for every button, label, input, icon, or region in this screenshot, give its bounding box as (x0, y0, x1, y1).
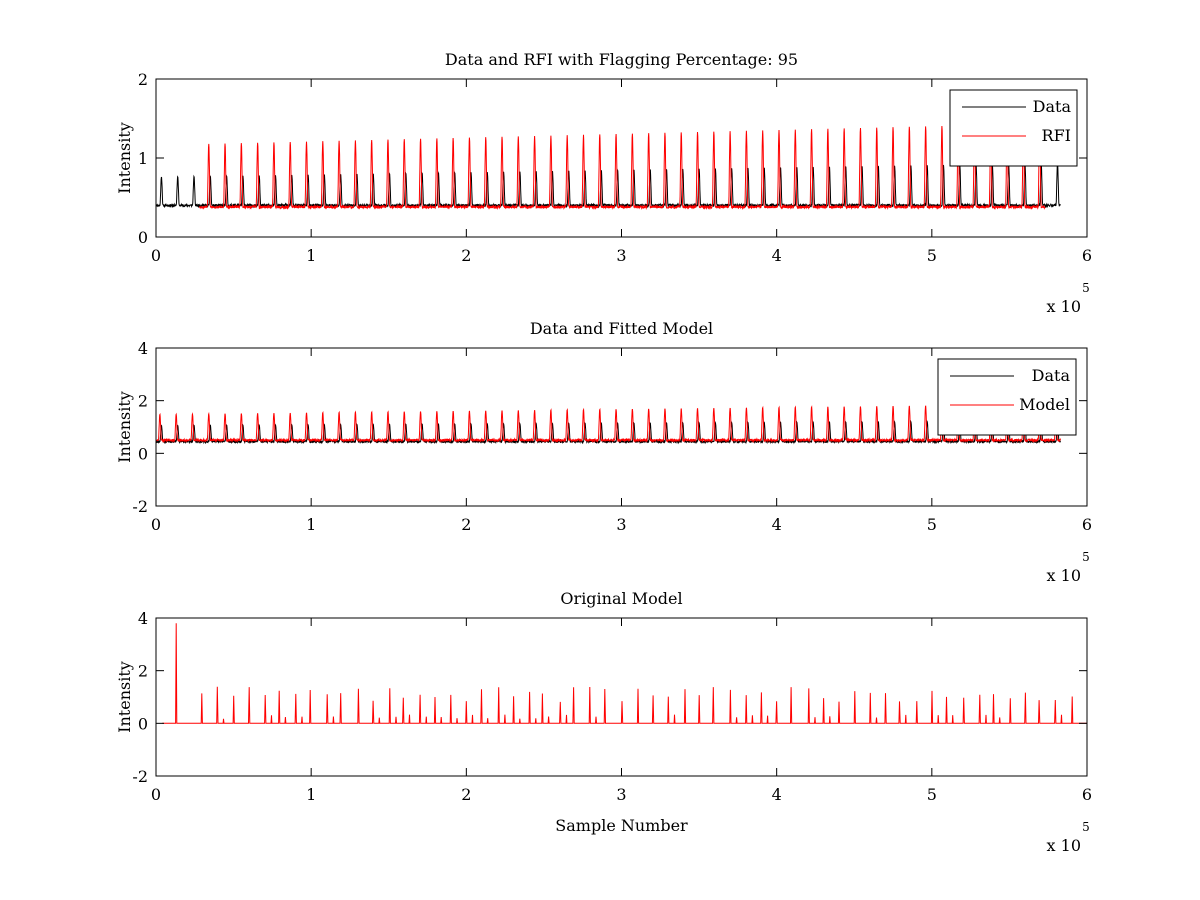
x-tick-label: 1 (306, 246, 316, 265)
y-tick-label: 4 (138, 609, 148, 628)
y-tick-label: 1 (138, 149, 148, 168)
legend-label: Data (1033, 97, 1072, 116)
series-line-rfi (198, 123, 1046, 211)
x-tick-label: 5 (927, 785, 937, 804)
y-tick-label: -2 (132, 497, 148, 516)
x-multiplier-exponent: 5 (1082, 820, 1090, 834)
x-multiplier-base: x 10 (1047, 297, 1081, 316)
y-tick-label: -2 (132, 767, 148, 786)
y-tick-label: 2 (138, 70, 148, 89)
x-multiplier-exponent: 5 (1082, 550, 1090, 564)
plot-area (156, 123, 1061, 211)
legend-box (949, 89, 1078, 167)
legend: Data RFI (949, 89, 1078, 167)
x-multiplier-exponent: 5 (1082, 281, 1090, 295)
y-tick-label: 2 (138, 392, 148, 411)
plot-area (156, 402, 1061, 445)
x-tick-label: 5 (927, 246, 937, 265)
x-tick-label: 5 (927, 515, 937, 534)
y-tick-label: 0 (138, 714, 148, 733)
x-tick-label: 0 (151, 515, 161, 534)
x-tick-label: 4 (772, 515, 782, 534)
x-axis-label: Sample Number (555, 816, 688, 835)
chart-title: Data and Fitted Model (530, 319, 713, 338)
x-tick-label: 2 (461, 246, 471, 265)
y-tick-label: 2 (138, 662, 148, 681)
y-tick-label: 4 (138, 339, 148, 358)
x-tick-label: 3 (616, 515, 626, 534)
y-axis-label: Intensity (115, 391, 134, 463)
legend-label: RFI (1042, 126, 1071, 145)
series-line-data (156, 163, 1061, 209)
series-line-model (156, 402, 1061, 444)
subplot-1: 0 1 2 3 4 5 6 0 1 2 Data and RFI with Flagging Per… (115, 50, 1092, 316)
series-line-model (162, 623, 1087, 724)
legend-label: Model (1019, 395, 1070, 414)
series-line-data (156, 419, 1061, 445)
y-axis-label: Intensity (115, 661, 134, 733)
chart-title: Data and RFI with Flagging Percentage: 9… (445, 50, 798, 69)
legend-label: Data (1032, 366, 1071, 385)
x-tick-label: 3 (616, 785, 626, 804)
x-tick-label: 2 (461, 515, 471, 534)
x-tick-label: 2 (461, 785, 471, 804)
x-tick-label: 6 (1082, 785, 1092, 804)
x-tick-label: 1 (306, 515, 316, 534)
chart-title: Original Model (560, 589, 682, 608)
x-tick-label: 6 (1082, 515, 1092, 534)
legend-box (937, 358, 1077, 436)
x-tick-label: 6 (1082, 246, 1092, 265)
y-axis-label: Intensity (115, 122, 134, 194)
x-tick-label: 1 (306, 785, 316, 804)
x-tick-label: 4 (772, 785, 782, 804)
x-tick-label: 4 (772, 246, 782, 265)
x-multiplier-base: x 10 (1047, 566, 1081, 585)
x-tick-label: 0 (151, 785, 161, 804)
x-tick-label: 0 (151, 246, 161, 265)
plot-area (162, 623, 1087, 724)
x-tick-label: 3 (616, 246, 626, 265)
y-tick-label: 0 (138, 444, 148, 463)
legend: Data Model (937, 358, 1077, 436)
axes-box (155, 78, 1088, 238)
y-tick-label: 0 (138, 228, 148, 247)
x-multiplier-base: x 10 (1047, 836, 1081, 855)
